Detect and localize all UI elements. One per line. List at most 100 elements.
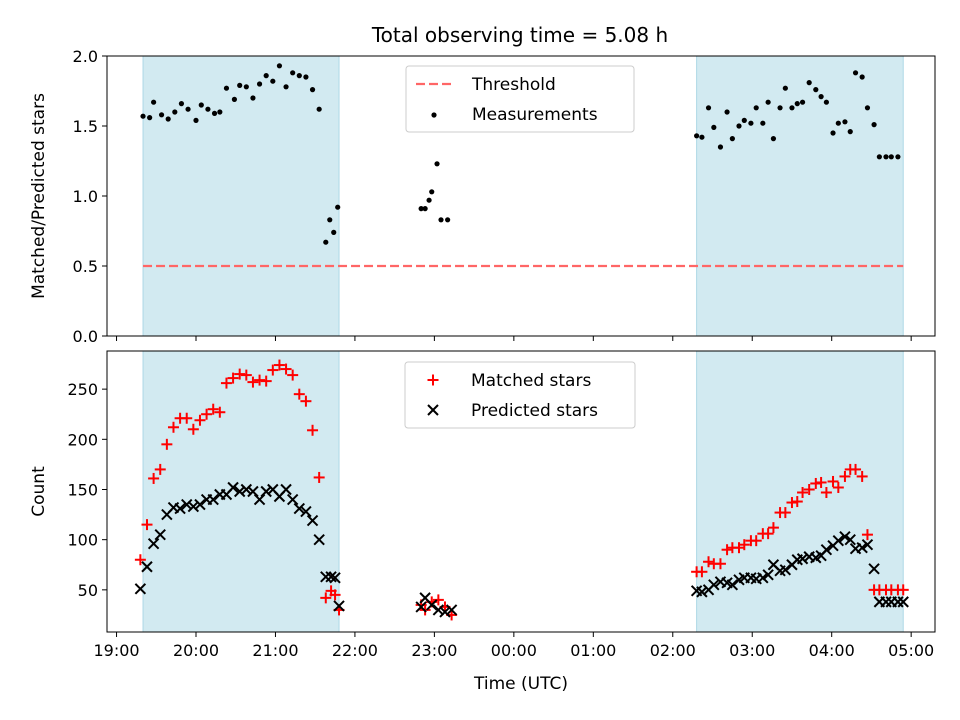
predicted-star-marker-b — [696, 586, 708, 598]
measurement-point — [699, 134, 705, 140]
measurement-point — [445, 217, 451, 223]
matched-star-marker — [861, 529, 873, 541]
measurement-point — [316, 106, 322, 112]
predicted-star-marker — [147, 537, 160, 550]
x-tick-label: 00:00 — [491, 641, 537, 660]
matched-star-marker — [220, 377, 232, 389]
matched-star-marker — [167, 421, 179, 433]
matched-star-marker — [227, 372, 239, 384]
matched-star-marker — [134, 554, 146, 566]
measurement-point — [438, 217, 444, 223]
predicted-star-marker — [696, 586, 708, 598]
predicted-star-marker-b — [313, 533, 325, 546]
legend-label-matched: Matched stars — [471, 371, 591, 391]
measurement-point — [158, 112, 165, 118]
measurement-point — [799, 99, 806, 105]
matched-star-marker — [267, 364, 279, 376]
predicted-star-marker-b — [147, 537, 160, 550]
predicted-star-marker — [856, 541, 868, 554]
predicted-star-marker-b — [432, 604, 445, 616]
measurement-point — [823, 99, 830, 105]
count-legend: Matched stars Predicted stars — [404, 361, 636, 429]
predicted-star-marker-b — [154, 528, 166, 541]
measurement-point — [140, 113, 146, 119]
ratio-panel: 0.00.51.01.52.0 Matched/Predicted stars … — [29, 47, 936, 346]
predicted-star-marker — [194, 498, 206, 511]
measurement-point — [895, 154, 901, 160]
predicted-star-marker — [286, 493, 299, 506]
predicted-star-marker — [726, 579, 739, 591]
measurement-point — [198, 102, 204, 108]
matched-star-marker — [810, 477, 822, 489]
x-tick-label: 01:00 — [570, 641, 616, 660]
predicted-star-marker — [207, 493, 219, 506]
predicted-star-marker-b — [300, 505, 312, 518]
predicted-star-marker-b — [329, 572, 341, 584]
predicted-star-marker — [439, 606, 451, 618]
predicted-star-marker — [187, 500, 200, 513]
predicted-star-marker-b — [333, 600, 345, 612]
legend-measurements-swatch — [431, 112, 437, 118]
x-tick-label: 22:00 — [332, 641, 378, 660]
measurement-point — [717, 144, 724, 150]
measurement-point — [876, 154, 882, 160]
measurement-point — [724, 109, 730, 115]
x-tick-label: 20:00 — [173, 641, 219, 660]
measurement-point — [794, 101, 800, 107]
measurement-point — [323, 239, 329, 245]
matched-star-marker — [856, 470, 868, 482]
predicted-star-marker — [432, 604, 445, 616]
x-tick-label: 21:00 — [252, 641, 298, 660]
y-tick-label: 1.5 — [73, 117, 98, 136]
predicted-star-marker — [445, 604, 458, 616]
matched-star-marker — [207, 403, 219, 415]
matched-star-marker — [750, 535, 762, 547]
measurement-point — [256, 81, 263, 87]
ratio-y-axis-label: Matched/Predicted stars — [29, 93, 49, 299]
count-panel: 50 100 150 200 250 19:00 20:00 21:00 22:00 23:00… — [29, 350, 936, 694]
measurement-point — [426, 197, 432, 203]
predicted-star-marker — [154, 528, 166, 541]
shaded-region-1 — [142, 55, 340, 337]
legend-box — [404, 361, 636, 429]
measurement-point — [429, 189, 435, 195]
chart-title: Total observing time = 5.08 h — [371, 23, 668, 47]
predicted-star-marker-b — [260, 485, 272, 498]
predicted-star-marker-b — [207, 493, 219, 506]
matched-star-marker — [187, 423, 199, 435]
matched-star-marker — [141, 519, 153, 531]
measurement-point — [864, 105, 871, 111]
predicted-star-marker — [300, 505, 312, 518]
legend-predicted-swatch-b — [427, 404, 439, 416]
matched-star-marker — [201, 408, 213, 420]
measurement-point — [729, 136, 735, 142]
measurement-point — [835, 120, 841, 126]
measurement-point — [250, 95, 256, 101]
count-x-axis-label: Time (UTC) — [473, 674, 568, 694]
matched-star-marker — [714, 558, 726, 570]
measurement-point — [290, 70, 296, 76]
legend-label-predicted: Predicted stars — [471, 401, 598, 421]
predicted-star-marker — [181, 498, 193, 511]
measurement-point — [789, 105, 795, 111]
ratio-legend: Threshold Measurements — [405, 65, 635, 133]
measurement-point — [871, 122, 877, 128]
matched-star-marker — [254, 374, 266, 386]
predicted-star-marker — [839, 530, 851, 543]
predicted-star-marker-b — [745, 572, 757, 584]
predicted-star-marker-b — [897, 596, 909, 608]
measurement-point — [736, 123, 742, 129]
measurement-point — [818, 94, 824, 100]
measurement-point — [283, 84, 289, 90]
predicted-star-marker-b — [796, 553, 809, 565]
measurement-point — [711, 124, 717, 130]
measurement-point — [806, 80, 812, 86]
x-tick-label: 04:00 — [809, 641, 855, 660]
measurement-point — [422, 206, 428, 212]
predicted-star-marker-b — [233, 485, 246, 498]
predicted-star-marker-b — [426, 599, 438, 611]
matched-star-marker — [307, 424, 319, 436]
predicted-star-marker — [779, 564, 792, 576]
measurement-point — [211, 110, 218, 116]
matched-star-marker — [148, 472, 160, 484]
